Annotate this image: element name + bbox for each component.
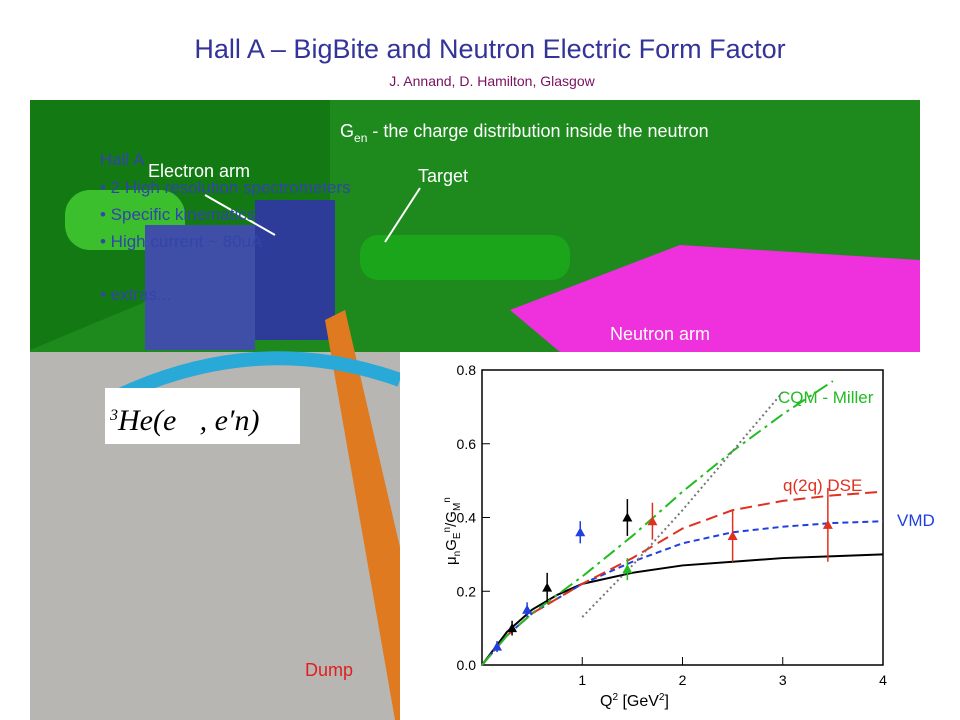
- data-point: [622, 512, 633, 522]
- heading-symbol: G: [340, 121, 354, 141]
- series-line: [581, 391, 784, 618]
- formula-box: [105, 388, 300, 444]
- y-tick-label: 0.6: [457, 436, 477, 452]
- detector: [255, 200, 335, 340]
- y-tick-label: 0.4: [457, 510, 477, 526]
- series-line: [481, 553, 884, 666]
- reaction: 3He(e⃗, e′n): [109, 404, 260, 437]
- y-label-part: M: [452, 503, 463, 511]
- reaction-text: He(e⃗, e′n): [117, 404, 260, 437]
- x-label-part: ]: [664, 693, 668, 710]
- dump-label: Dump: [305, 660, 353, 680]
- x-label-part: 2: [612, 692, 618, 703]
- bullet: • extras...: [100, 285, 171, 304]
- neutron-arm-box: [510, 245, 920, 352]
- series-label: VMD: [897, 511, 935, 530]
- data-point: [622, 564, 633, 574]
- ring: [117, 351, 403, 402]
- y-label: μnGEn/GMn: [442, 497, 463, 565]
- data-point: [822, 519, 833, 529]
- series-line: [481, 380, 834, 666]
- y-label-part: G: [443, 539, 460, 551]
- data-point: [727, 530, 738, 540]
- x-tick-label: 2: [679, 672, 687, 688]
- data-point: [522, 604, 533, 614]
- x-tick-label: 1: [578, 672, 586, 688]
- heading-text: - the charge distribution inside the neu…: [367, 121, 708, 141]
- data-point: [542, 582, 553, 592]
- bullet: • High current ~ 80uA: [100, 232, 263, 251]
- detector-stack: [145, 225, 255, 350]
- slide-subtitle: J. Annand, D. Hamilton, Glasgow: [389, 73, 595, 89]
- data-point: [647, 516, 658, 526]
- series-label: CQM - Miller: [778, 388, 874, 407]
- bullet: Hall A: [100, 150, 145, 169]
- x-label-part: [GeV: [618, 693, 659, 710]
- neutron-arm-label: Neutron arm: [610, 324, 710, 344]
- x-label-part: 2: [659, 692, 665, 703]
- heading: Gen - the charge distribution inside the…: [340, 121, 709, 145]
- y-label-part: n: [442, 497, 453, 503]
- target-line: [360, 235, 570, 280]
- y-tick-label: 0.8: [457, 362, 477, 378]
- x-tick-label: 4: [879, 672, 887, 688]
- x-label-part: Q: [600, 693, 612, 710]
- target-arrow: [384, 187, 421, 243]
- data-point: [507, 623, 518, 633]
- bullet: • 2 High resolution spectrometers: [100, 178, 351, 197]
- y-label-part: /G: [443, 511, 460, 527]
- x-tick-label: 3: [779, 672, 787, 688]
- electron-arm-label: Electron arm: [148, 161, 250, 181]
- y-label-part: n: [442, 527, 453, 533]
- heading-subscript: en: [354, 131, 367, 145]
- y-tick-label: 0.2: [457, 583, 477, 599]
- y-label-part: E: [452, 532, 463, 539]
- series-label: q(2q) DSE: [783, 476, 862, 495]
- reaction-sup: 3: [109, 407, 118, 424]
- x-label: Q2 [GeV2]: [600, 692, 669, 710]
- y-label-part: μ: [443, 556, 460, 565]
- y-tick-label: 0.0: [457, 657, 477, 673]
- slide-title: Hall A – BigBite and Neutron Electric Fo…: [194, 34, 785, 64]
- data-point: [575, 527, 586, 537]
- y-label-part: n: [452, 551, 463, 557]
- target-label: Target: [418, 166, 468, 186]
- bullet: • Specific kinematics: [100, 205, 255, 224]
- electron-arrow: [204, 194, 276, 236]
- data-point: [492, 641, 503, 651]
